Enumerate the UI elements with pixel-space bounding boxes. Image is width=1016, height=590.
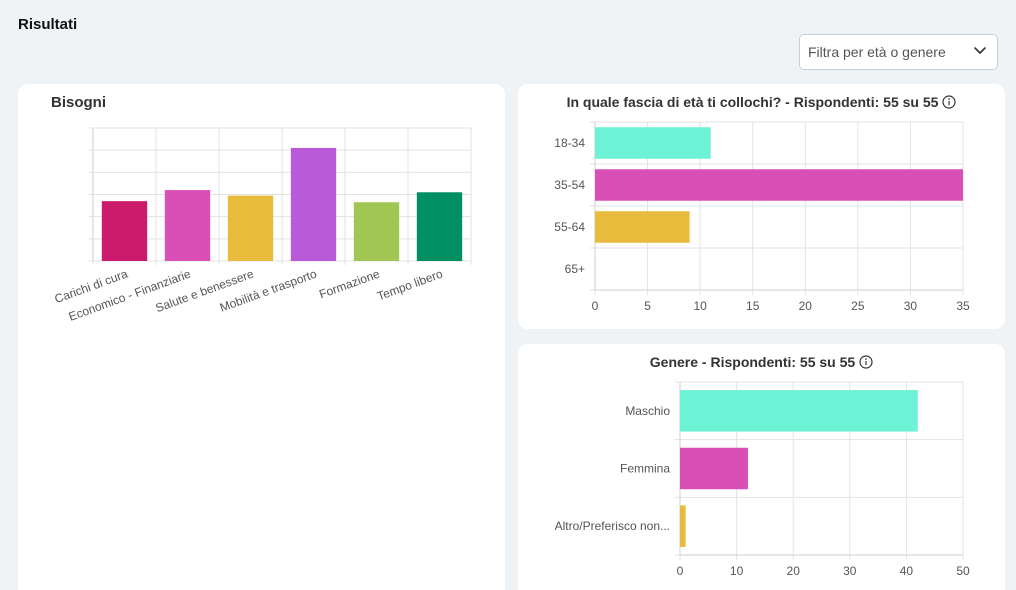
info-icon[interactable] xyxy=(942,95,957,109)
y-tick-label: 35-54 xyxy=(554,178,585,192)
age-chart: 0 5 10 15 20 25 30 35 18-34 35-54 55-64 65+ xyxy=(554,121,970,313)
age-card: In quale fascia di età ti collochi? - Ri… xyxy=(518,84,1005,329)
x-tick-label: 0 xyxy=(677,564,684,578)
chevron-down-icon xyxy=(973,43,987,62)
x-tick-label: 10 xyxy=(730,564,744,578)
needs-card: Bisogni Carichi di cura Economico - Finan… xyxy=(18,84,505,590)
bar xyxy=(595,169,963,201)
x-tick-label: 20 xyxy=(787,564,801,578)
x-tick-label: Formazione xyxy=(317,267,382,302)
x-tick-label: Tempo libero xyxy=(375,267,445,304)
bar xyxy=(227,195,274,261)
x-tick-label: 15 xyxy=(746,299,760,313)
x-tick-label: 25 xyxy=(851,299,865,313)
x-tick-label: 10 xyxy=(693,299,707,313)
filter-placeholder: Filtra per età o genere xyxy=(808,44,946,60)
x-tick-label: 20 xyxy=(799,299,813,313)
gender-card-title: Genere - Rispondenti: 55 su 55 xyxy=(649,354,856,370)
bar xyxy=(680,390,918,432)
page-title: Risultati xyxy=(18,16,78,33)
gender-card-header: Genere - Rispondenti: 55 su 55 xyxy=(518,354,1005,370)
bar xyxy=(595,127,711,159)
bar xyxy=(290,147,337,261)
y-tick-label: 65+ xyxy=(565,262,585,276)
filter-dropdown[interactable]: Filtra per età o genere xyxy=(799,34,998,70)
y-tick-label: Femmina xyxy=(620,462,670,476)
x-tick-label: 30 xyxy=(843,564,857,578)
x-tick-label: 40 xyxy=(900,564,914,578)
x-tick-label: 5 xyxy=(644,299,651,313)
x-tick-label: 30 xyxy=(904,299,918,313)
x-tick-label: 50 xyxy=(956,564,970,578)
bar xyxy=(595,211,690,243)
needs-card-title: Bisogni xyxy=(51,94,106,111)
bar xyxy=(416,192,463,261)
bar xyxy=(680,447,748,490)
bar xyxy=(101,201,148,261)
info-icon[interactable] xyxy=(859,355,873,369)
bar xyxy=(680,505,686,547)
age-card-title: In quale fascia di età ti collochi? - Ri… xyxy=(566,94,939,110)
y-tick-label: 55-64 xyxy=(554,220,585,234)
y-tick-label: Maschio xyxy=(625,404,670,418)
age-card-header: In quale fascia di età ti collochi? - Ri… xyxy=(518,94,1005,110)
y-tick-label: Altro/Preferisco non... xyxy=(555,519,670,533)
bar xyxy=(353,202,400,261)
x-tick-label: 35 xyxy=(956,299,970,313)
gender-chart: 0 10 20 30 40 50 Maschio Femmina Altro/Preferisc… xyxy=(555,381,970,578)
y-tick-label: 18-34 xyxy=(554,136,585,150)
bar xyxy=(164,190,211,261)
gender-card: Genere - Rispondenti: 55 su 55 0 10 20 30 40… xyxy=(518,344,1005,590)
x-tick-label: 0 xyxy=(592,299,599,313)
